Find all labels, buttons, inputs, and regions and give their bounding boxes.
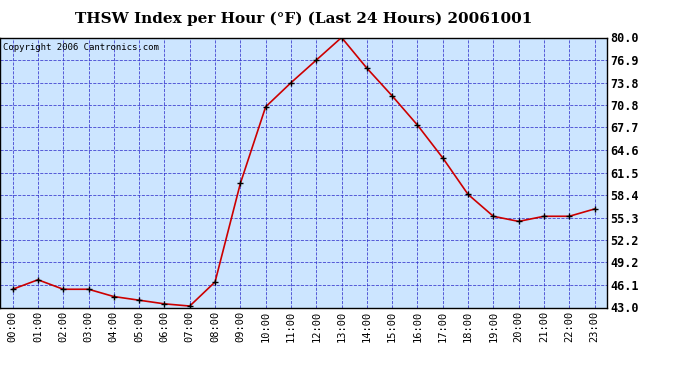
Text: THSW Index per Hour (°F) (Last 24 Hours) 20061001: THSW Index per Hour (°F) (Last 24 Hours)… — [75, 11, 532, 26]
Text: Copyright 2006 Cantronics.com: Copyright 2006 Cantronics.com — [3, 43, 159, 52]
